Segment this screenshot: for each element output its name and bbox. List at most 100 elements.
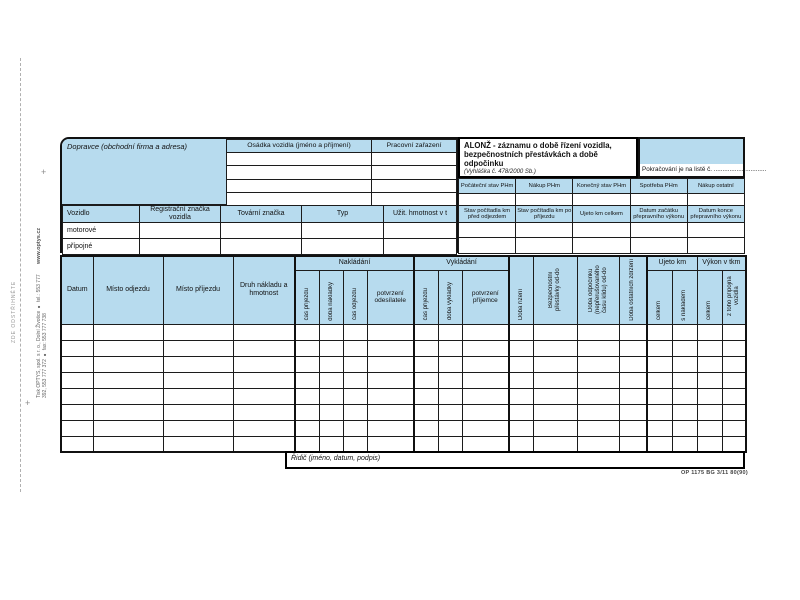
empty-cell — [162, 387, 234, 405]
empty-cell — [371, 191, 457, 207]
empty-cell — [60, 323, 94, 341]
record-row — [60, 339, 747, 357]
km-total-header: Ujeto km celkem — [572, 205, 631, 223]
empty-cell — [371, 165, 457, 180]
fuel-consumption-header: Spotřeba PHm — [629, 178, 688, 194]
empty-cell — [437, 355, 463, 373]
empty-cell — [162, 403, 234, 421]
empty-cell — [294, 371, 320, 389]
empty-cell — [220, 222, 302, 239]
empty-cell — [318, 387, 344, 405]
crew-row — [226, 165, 457, 180]
empty-cell — [226, 178, 372, 193]
empty-cell — [646, 371, 673, 389]
empty-cell — [342, 339, 368, 357]
empty-cell — [646, 339, 673, 357]
empty-cell — [572, 193, 631, 206]
empty-cell — [461, 403, 510, 421]
col-header-doba-nakladky: doba nakládky — [318, 269, 344, 325]
empty-cell — [232, 339, 296, 357]
empty-cell — [162, 339, 234, 357]
fuel-row — [457, 193, 746, 206]
col-header-vykon-pripojna: z toho přípojná vozidla — [721, 269, 747, 325]
empty-cell — [366, 323, 415, 341]
empty-cell — [92, 339, 164, 357]
empty-cell — [139, 238, 221, 255]
empty-cell — [618, 403, 648, 421]
empty-cell — [413, 371, 439, 389]
group-header-nakladani: Nakládání — [293, 255, 415, 271]
empty-cell — [92, 419, 164, 437]
km-row — [457, 237, 746, 254]
record-row — [60, 387, 747, 405]
type-header: Typ — [301, 205, 384, 223]
empty-cell — [508, 371, 534, 389]
empty-cell — [576, 355, 620, 373]
record-row — [60, 403, 747, 421]
empty-cell — [366, 419, 415, 437]
empty-cell — [342, 355, 368, 373]
continuation-label: Pokračování je na listě č. .............… — [642, 166, 767, 173]
form-subtitle: (Vyhláška č. 478/2000 Sb.) — [464, 169, 536, 175]
empty-cell — [413, 323, 439, 341]
form-title-word: ALONŽ — [464, 141, 491, 150]
empty-cell — [721, 371, 747, 389]
crew-role-header: Pracovní zařazení — [371, 138, 457, 154]
transport-start-date-header: Datum začátku přepravního výkonu — [629, 205, 688, 223]
empty-cell — [618, 435, 648, 453]
crew-name-header: Osádka vozidla (jméno a příjmení) — [226, 138, 372, 154]
empty-cell — [461, 339, 510, 357]
empty-cell — [366, 403, 415, 421]
km-row — [457, 222, 746, 238]
empty-cell — [696, 419, 723, 437]
empty-cell — [366, 339, 415, 357]
empty-cell — [629, 193, 688, 206]
payload-header: Užit. hmotnost v t — [383, 205, 457, 223]
empty-cell — [461, 419, 510, 437]
registration-mark: + — [25, 398, 31, 408]
carrier-crew-section: Dopravce (obchodní firma a adresa) Osádk… — [60, 137, 458, 255]
make-header: Tovární značka — [220, 205, 302, 223]
empty-cell — [294, 387, 320, 405]
empty-cell — [371, 178, 457, 193]
empty-cell — [383, 222, 457, 239]
empty-cell — [721, 355, 747, 373]
empty-cell — [721, 403, 747, 421]
fuel-table: Počáteční stav PHm Nákup PHm Konečný sta… — [457, 178, 746, 254]
empty-cell — [532, 371, 578, 389]
empty-cell — [413, 339, 439, 357]
empty-cell — [576, 435, 620, 453]
empty-cell — [232, 371, 296, 389]
empty-cell — [532, 435, 578, 453]
empty-cell — [515, 237, 574, 254]
odometer-after-header: Stav počítadla km po příjezdu — [515, 205, 574, 223]
empty-cell — [532, 387, 578, 405]
empty-cell — [92, 355, 164, 373]
empty-cell — [508, 419, 534, 437]
empty-cell — [437, 419, 463, 437]
plate-header: Registrační značka vozidla — [139, 205, 221, 223]
empty-cell — [576, 339, 620, 357]
empty-cell — [721, 419, 747, 437]
empty-cell — [437, 323, 463, 341]
form-code: OP 1175 BG 3/11 80(90) — [680, 470, 748, 476]
empty-cell — [371, 152, 457, 167]
empty-cell — [318, 403, 344, 421]
empty-cell — [366, 387, 415, 405]
empty-cell — [437, 371, 463, 389]
crew-row — [226, 191, 457, 207]
empty-cell — [576, 387, 620, 405]
empty-cell — [532, 403, 578, 421]
perforation-dashed-line — [20, 58, 21, 492]
col-header-datum: Datum — [60, 255, 94, 325]
empty-cell — [437, 403, 463, 421]
empty-cell — [232, 403, 296, 421]
empty-cell — [226, 165, 372, 180]
empty-cell — [366, 371, 415, 389]
empty-cell — [318, 419, 344, 437]
empty-cell — [696, 371, 723, 389]
alonz-form: Dopravce (obchodní firma a adresa) Osádk… — [60, 137, 766, 470]
empty-cell — [576, 403, 620, 421]
empty-cell — [461, 435, 510, 453]
